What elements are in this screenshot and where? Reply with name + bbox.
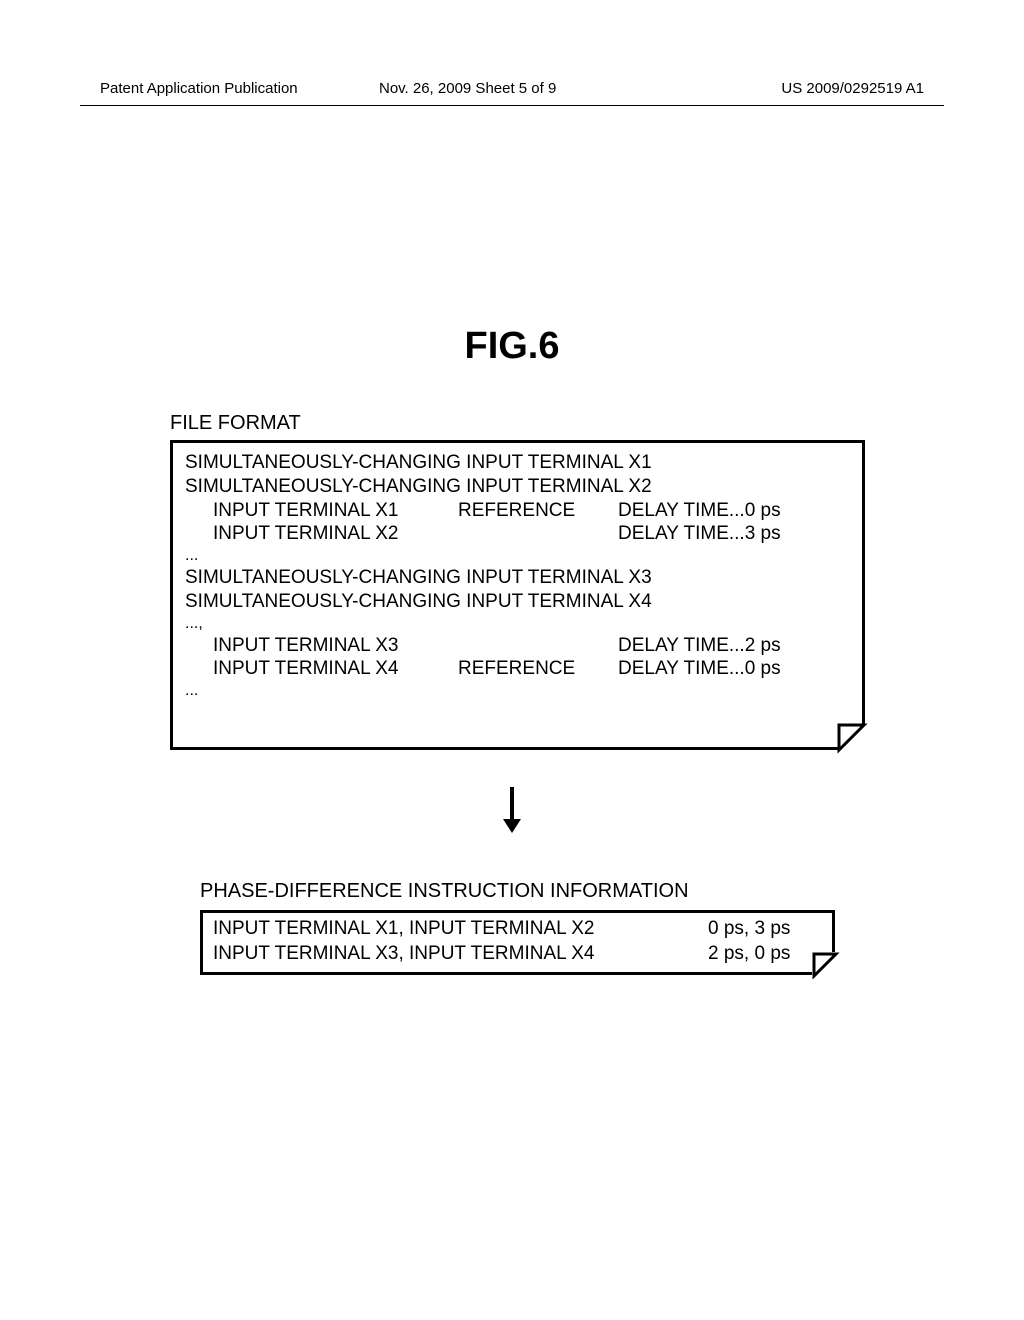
phase-row2-values: 2 ps, 0 ps	[708, 942, 822, 967]
row3-delay: DELAY TIME...2 ps	[618, 634, 850, 658]
header-right-text: US 2009/0292519 A1	[781, 80, 924, 97]
fold-corner-icon-2	[812, 952, 837, 977]
file-line-2: SIMULTANEOUSLY-CHANGING INPUT TERMINAL X…	[185, 475, 850, 499]
ellipsis-2: ...,	[185, 614, 850, 634]
phase-row1-terminals: INPUT TERMINAL X1, INPUT TERMINAL X2	[213, 917, 708, 942]
phase-difference-label: PHASE-DIFFERENCE INSTRUCTION INFORMATION	[200, 880, 689, 903]
row2-delay: DELAY TIME...3 ps	[618, 522, 850, 546]
row3-reference	[458, 634, 618, 658]
phase-row-1: INPUT TERMINAL X1, INPUT TERMINAL X2 0 p…	[213, 917, 822, 942]
row4-delay: DELAY TIME...0 ps	[618, 657, 850, 681]
row4-reference: REFERENCE	[458, 657, 618, 681]
row1-delay: DELAY TIME...0 ps	[618, 499, 850, 523]
phase-row-2: INPUT TERMINAL X3, INPUT TERMINAL X4 2 p…	[213, 942, 822, 967]
row2-reference	[458, 522, 618, 546]
file-row-3: INPUT TERMINAL X3 DELAY TIME...2 ps	[185, 634, 850, 658]
file-format-box: SIMULTANEOUSLY-CHANGING INPUT TERMINAL X…	[170, 440, 865, 750]
file-row-1: INPUT TERMINAL X1 REFERENCE DELAY TIME..…	[185, 499, 850, 523]
header-left-text: Patent Application Publication	[100, 80, 298, 97]
row2-terminal: INPUT TERMINAL X2	[213, 522, 458, 546]
file-row-4: INPUT TERMINAL X4 REFERENCE DELAY TIME..…	[185, 657, 850, 681]
file-line-3: SIMULTANEOUSLY-CHANGING INPUT TERMINAL X…	[185, 566, 850, 590]
row3-terminal: INPUT TERMINAL X3	[213, 634, 458, 658]
row1-reference: REFERENCE	[458, 499, 618, 523]
arrow-down-icon	[500, 785, 524, 845]
row4-terminal: INPUT TERMINAL X4	[213, 657, 458, 681]
row1-terminal: INPUT TERMINAL X1	[213, 499, 458, 523]
header-divider	[80, 105, 944, 106]
phase-row2-terminals: INPUT TERMINAL X3, INPUT TERMINAL X4	[213, 942, 708, 967]
file-line-1: SIMULTANEOUSLY-CHANGING INPUT TERMINAL X…	[185, 451, 850, 475]
phase-row1-values: 0 ps, 3 ps	[708, 917, 822, 942]
file-row-2: INPUT TERMINAL X2 DELAY TIME...3 ps	[185, 522, 850, 546]
ellipsis-3: ...	[185, 681, 850, 701]
ellipsis-1: ...	[185, 546, 850, 566]
phase-info-box: INPUT TERMINAL X1, INPUT TERMINAL X2 0 p…	[200, 910, 835, 975]
file-line-4: SIMULTANEOUSLY-CHANGING INPUT TERMINAL X…	[185, 590, 850, 614]
file-format-label: FILE FORMAT	[170, 412, 301, 435]
header-center-text: Nov. 26, 2009 Sheet 5 of 9	[379, 80, 556, 97]
figure-title: FIG.6	[464, 325, 559, 368]
fold-corner-icon	[839, 725, 867, 753]
page-header: Patent Application Publication Nov. 26, …	[0, 80, 1024, 97]
